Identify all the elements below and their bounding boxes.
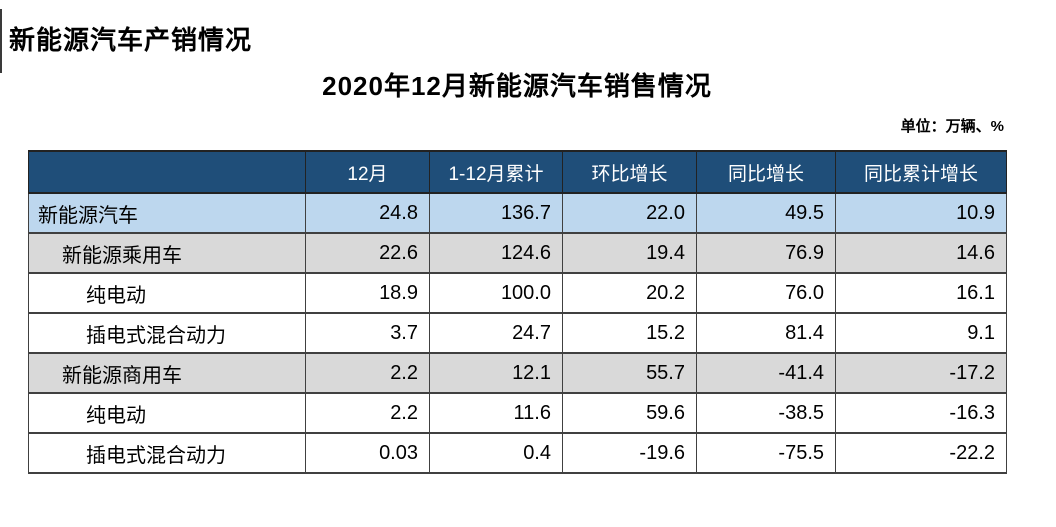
value-cell: 10.9: [835, 192, 1007, 234]
value-cell: 3.7: [305, 312, 430, 354]
value-cell: 49.5: [696, 192, 836, 234]
column-header-cumulative: 1-12月累计: [429, 150, 563, 194]
column-header-yoy-growth: 同比增长: [696, 150, 836, 194]
value-cell: 22.0: [562, 192, 697, 234]
value-cell: 20.2: [562, 272, 697, 314]
value-cell: 14.6: [835, 232, 1007, 274]
table-row-passenger-phev: 插电式混合动力 3.7 24.7 15.2 81.4 9.1: [28, 312, 1007, 354]
table-row-passenger: 新能源乘用车 22.6 124.6 19.4 76.9 14.6: [28, 232, 1007, 274]
table-row-passenger-bev: 纯电动 18.9 100.0 20.2 76.0 16.1: [28, 272, 1007, 314]
value-cell: -16.3: [835, 392, 1007, 434]
value-cell: -19.6: [562, 432, 697, 474]
column-header-category: [28, 150, 306, 194]
value-cell: 18.9: [305, 272, 430, 314]
row-label: 纯电动: [28, 272, 306, 314]
value-cell: 24.7: [429, 312, 563, 354]
value-cell: 2.2: [305, 352, 430, 394]
value-cell: 59.6: [562, 392, 697, 434]
value-cell: -41.4: [696, 352, 836, 394]
value-cell: 11.6: [429, 392, 563, 434]
value-cell: 16.1: [835, 272, 1007, 314]
value-cell: 15.2: [562, 312, 697, 354]
nev-sales-table: 12月 1-12月累计 环比增长 同比增长 同比累计增长 新能源汽车 24.8 …: [28, 150, 1007, 474]
page-title: 新能源汽车产销情况: [9, 25, 253, 55]
value-cell: 76.9: [696, 232, 836, 274]
value-cell: 22.6: [305, 232, 430, 274]
value-cell: 2.2: [305, 392, 430, 434]
value-cell: -22.2: [835, 432, 1007, 474]
row-label: 插电式混合动力: [28, 432, 306, 474]
value-cell: 55.7: [562, 352, 697, 394]
value-cell: 0.03: [305, 432, 430, 474]
value-cell: 24.8: [305, 192, 430, 234]
table-row-nev-total: 新能源汽车 24.8 136.7 22.0 49.5 10.9: [28, 192, 1007, 234]
table-header-row: 12月 1-12月累计 环比增长 同比增长 同比累计增长: [28, 150, 1007, 194]
table-row-commercial-bev: 纯电动 2.2 11.6 59.6 -38.5 -16.3: [28, 392, 1007, 434]
row-label: 插电式混合动力: [28, 312, 306, 354]
value-cell: 124.6: [429, 232, 563, 274]
value-cell: 9.1: [835, 312, 1007, 354]
table-title: 2020年12月新能源汽车销售情况: [322, 71, 712, 101]
page-edge-artifact: [0, 9, 2, 73]
value-cell: 136.7: [429, 192, 563, 234]
column-header-yoy-cumulative-growth: 同比累计增长: [835, 150, 1007, 194]
value-cell: 100.0: [429, 272, 563, 314]
row-label: 新能源商用车: [28, 352, 306, 394]
column-header-mom-growth: 环比增长: [562, 150, 697, 194]
value-cell: -38.5: [696, 392, 836, 434]
row-label: 纯电动: [28, 392, 306, 434]
row-label: 新能源乘用车: [28, 232, 306, 274]
column-header-december: 12月: [305, 150, 430, 194]
value-cell: 12.1: [429, 352, 563, 394]
unit-note: 单位：万辆、%: [900, 118, 1004, 135]
value-cell: 0.4: [429, 432, 563, 474]
row-label: 新能源汽车: [28, 192, 306, 234]
value-cell: 81.4: [696, 312, 836, 354]
table-row-commercial: 新能源商用车 2.2 12.1 55.7 -41.4 -17.2: [28, 352, 1007, 394]
value-cell: 19.4: [562, 232, 697, 274]
value-cell: -75.5: [696, 432, 836, 474]
value-cell: 76.0: [696, 272, 836, 314]
table-row-commercial-phev: 插电式混合动力 0.03 0.4 -19.6 -75.5 -22.2: [28, 432, 1007, 474]
value-cell: -17.2: [835, 352, 1007, 394]
